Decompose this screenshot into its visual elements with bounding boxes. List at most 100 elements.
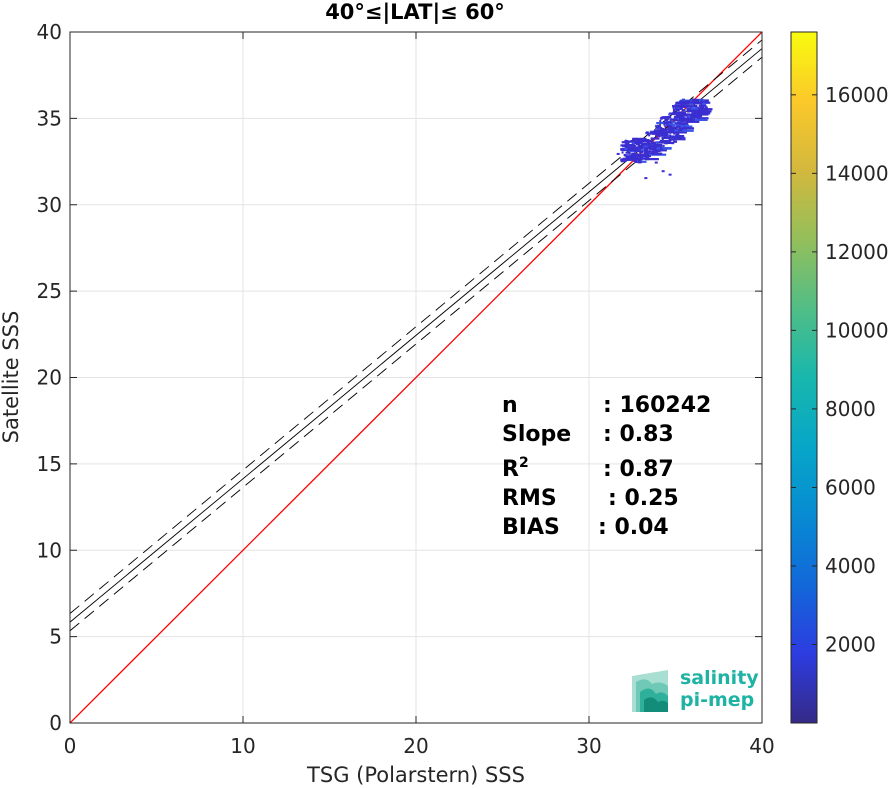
density-cell <box>628 151 631 155</box>
density-cell <box>659 127 664 131</box>
density-cell <box>693 98 704 102</box>
density-cell <box>625 142 630 145</box>
density-cell <box>680 107 683 110</box>
density-cell <box>686 110 690 113</box>
density-cell <box>625 146 629 149</box>
density-cell <box>699 100 704 103</box>
density-cell <box>695 115 700 118</box>
density-cell <box>623 153 626 157</box>
density-cell <box>640 146 644 150</box>
density-cell <box>624 154 639 157</box>
density-cell <box>645 155 650 158</box>
density-cell <box>644 151 647 154</box>
density-cell <box>669 120 672 123</box>
density-cell <box>691 112 696 115</box>
density-cell <box>673 138 676 141</box>
density-cell <box>675 106 680 109</box>
density-cell <box>651 141 656 144</box>
density-cell <box>639 150 644 154</box>
density-cell <box>654 149 667 152</box>
y-tick-label: 20 <box>37 366 62 390</box>
density-cell <box>636 153 639 156</box>
y-ticks: 0 5 10 15 20 25 30 35 40 <box>37 20 762 735</box>
density-cell <box>663 136 667 139</box>
density-cell <box>662 144 665 147</box>
density-cell <box>632 142 635 145</box>
x-tick-label: 10 <box>230 734 255 758</box>
density-cell <box>667 117 670 120</box>
density-cell <box>675 107 680 111</box>
density-cell <box>664 131 667 134</box>
density-cell <box>680 118 690 122</box>
density-cell <box>645 150 648 153</box>
density-cell <box>685 120 700 123</box>
density-cell <box>624 139 627 142</box>
density-cell <box>674 104 689 107</box>
density-cell <box>693 107 697 110</box>
density-cell <box>675 101 688 105</box>
density-cell <box>668 173 672 176</box>
density-cell <box>670 126 678 129</box>
density-cell <box>669 118 677 121</box>
density-cell <box>675 111 684 114</box>
density-cell <box>639 145 643 148</box>
density-cell <box>671 135 675 138</box>
density-cell <box>686 117 690 120</box>
density-cell <box>698 107 707 110</box>
density-cell <box>686 108 691 111</box>
stat-label: RMS <box>502 486 557 511</box>
density-cell <box>685 113 700 116</box>
colorbar <box>790 31 818 724</box>
density-cell <box>638 156 643 159</box>
density-cell <box>681 109 686 112</box>
density-cell <box>620 158 630 161</box>
density-cell <box>649 147 659 151</box>
y-tick-label: 40 <box>37 20 62 44</box>
y-tick-label: 10 <box>37 538 62 562</box>
density-cell <box>661 170 665 173</box>
density-cell <box>664 125 667 128</box>
density-cell <box>673 140 678 143</box>
density-cell <box>673 131 688 134</box>
density-cell <box>667 134 670 137</box>
density-cell <box>622 159 627 162</box>
density-cell <box>701 104 706 107</box>
density-cell <box>635 148 639 151</box>
density-cell <box>675 133 680 136</box>
x-axis-label: TSG (Polarstern) SSS <box>306 763 525 787</box>
density-cell <box>645 131 649 134</box>
density-cell <box>694 114 699 117</box>
density-cell <box>704 107 708 111</box>
stat-label: BIAS <box>502 515 560 540</box>
density-cell <box>652 146 657 149</box>
density-cell <box>647 152 663 155</box>
density-cell <box>686 115 697 118</box>
density-cell <box>666 130 674 134</box>
density-cell <box>691 109 696 113</box>
density-cell <box>649 132 653 135</box>
density-cell <box>680 127 695 130</box>
density-cell <box>652 130 657 133</box>
density-cell <box>646 140 649 143</box>
density-cell <box>704 99 708 103</box>
density-cell <box>704 105 707 108</box>
density-cell <box>677 125 681 128</box>
density-cell <box>685 125 693 128</box>
density-cell <box>646 158 650 161</box>
density-cell <box>663 123 666 126</box>
colorbar-tick-label: 16000 <box>825 83 889 107</box>
salinity-pi-mep-logo: salinity pi-mep <box>632 667 759 712</box>
density-cell <box>645 147 653 150</box>
density-cell <box>646 145 655 148</box>
density-cell <box>643 142 648 146</box>
density-cell <box>658 127 661 130</box>
density-cell <box>668 134 672 137</box>
colorbar-tick-label: 12000 <box>825 240 889 264</box>
density-cell <box>655 134 659 137</box>
colorbar-tick-label: 8000 <box>825 397 876 421</box>
density-cell <box>673 105 688 108</box>
density-cell <box>676 123 679 126</box>
density-cell <box>671 112 675 116</box>
density-cell <box>675 135 685 138</box>
density-cell <box>678 127 682 130</box>
